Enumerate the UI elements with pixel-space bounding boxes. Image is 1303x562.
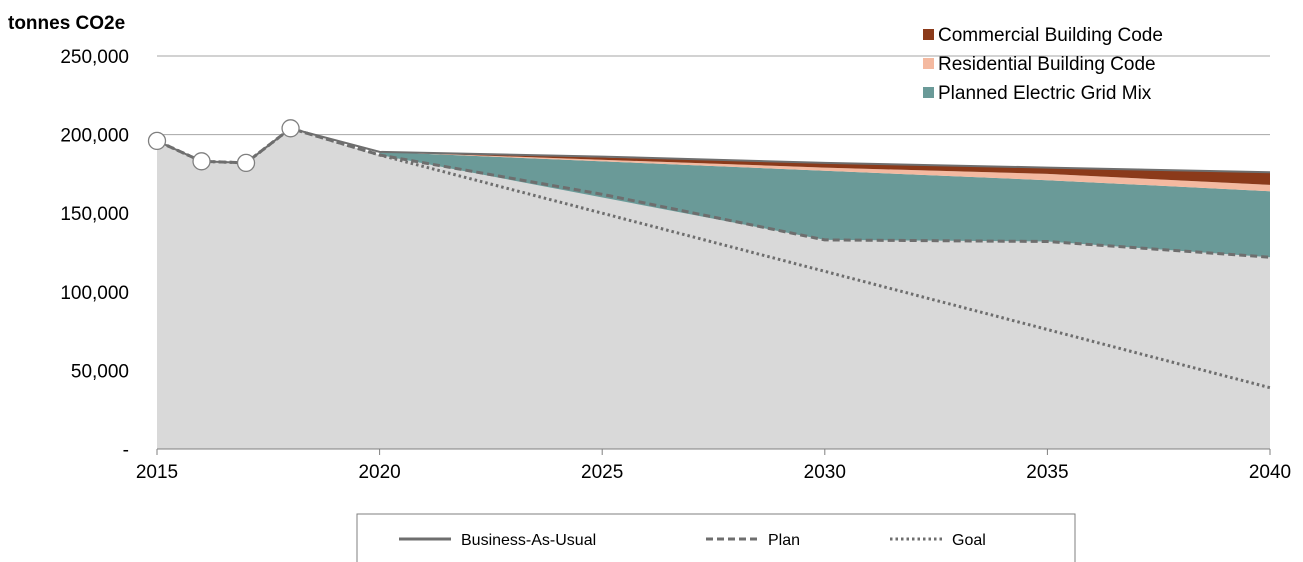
legend-label: Commercial Building Code [938,25,1163,46]
axes: 2015 2020 2025 2030 2035 2040 - 50,000 100,000 15… [60,47,1291,483]
legend-swatch [923,58,934,69]
legend-label: Goal [952,532,986,549]
legend-swatch [923,87,934,98]
gridlines [157,55,1270,136]
legend-swatch [923,29,934,40]
y-tick-label: 200,000 [60,126,129,147]
y-tick-label: 150,000 [60,204,129,225]
wedge-planned-electric-grid-mix [379,151,1271,258]
legend-label: Planned Electric Grid Mix [938,83,1152,104]
data-marker [281,119,300,138]
x-tick-label: 2020 [358,462,400,483]
y-tick-label: - [123,440,129,461]
area-layers [157,128,1271,450]
data-marker [236,153,256,173]
y-tick-label: 50,000 [71,361,129,382]
y-tick-label: 250,000 [60,47,129,68]
baseline-area [157,128,1270,450]
data-marker [192,152,211,171]
x-tick-label: 2015 [136,462,178,483]
y-axis-title: tonnes CO2e [8,13,125,34]
legend-label: Business-As-Usual [461,532,596,549]
legend-label: Residential Building Code [938,54,1156,75]
legend-top: Commercial Building Code Residential Buil… [923,25,1163,104]
x-tick-label: 2025 [581,462,623,483]
legend-bottom: Business-As-Usual Plan Goal [356,513,1076,562]
data-marker [147,131,167,151]
x-tick-label: 2035 [1026,462,1068,483]
y-tick-label: 100,000 [60,283,129,304]
legend-label: Plan [768,532,800,549]
x-tick-label: 2040 [1249,462,1291,483]
x-tick-label: 2030 [804,462,846,483]
series-business-as-usual [156,127,1271,174]
historical-markers [147,119,300,173]
bottom-legend-box [356,513,1076,562]
